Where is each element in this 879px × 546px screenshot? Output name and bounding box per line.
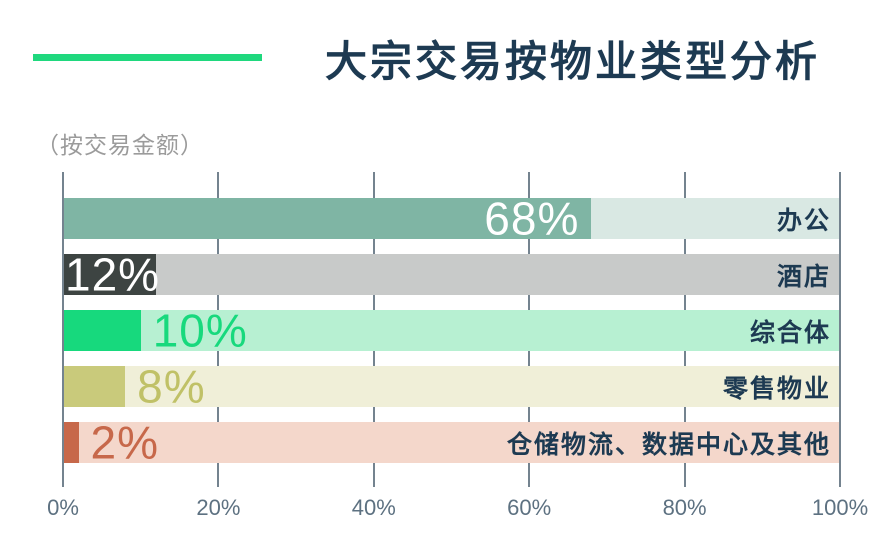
page-title: 大宗交易按物业类型分析 xyxy=(325,38,821,85)
bar-value-label: 12% xyxy=(65,248,161,300)
bar-rows: 68% 办公 12% 酒店 10% 综合体 8% 零售物业 2% 仓储物流、数据… xyxy=(63,192,840,478)
bar-fill xyxy=(63,198,592,239)
bar-fill xyxy=(63,422,79,463)
bar-row: 12% 酒店 xyxy=(63,248,840,300)
x-axis-tick-label: 60% xyxy=(507,495,552,520)
bar-chart: 68% 办公 12% 酒店 10% 综合体 8% 零售物业 2% 仓储物流、数据… xyxy=(47,172,868,520)
bar-fill xyxy=(63,254,157,295)
bar-row: 10% 综合体 xyxy=(63,304,840,356)
bar-fill xyxy=(63,310,141,351)
x-axis-tick-label: 100% xyxy=(811,495,869,520)
bar-value-label: 8% xyxy=(137,360,206,412)
bar-category-label: 仓储物流、数据中心及其他 xyxy=(506,430,831,459)
bar-category-label: 办公 xyxy=(776,206,831,235)
x-axis-tick-label: 80% xyxy=(662,495,707,520)
bar-value-label: 68% xyxy=(484,192,580,244)
x-axis-tick-label: 20% xyxy=(196,495,241,520)
chart-subtitle: （按交易金额） xyxy=(36,132,204,158)
x-axis-tick-label: 0% xyxy=(47,495,79,520)
bar-category-label: 综合体 xyxy=(749,318,831,347)
bar-row: 2% 仓储物流、数据中心及其他 xyxy=(63,416,840,468)
bar-row: 68% 办公 xyxy=(63,192,840,244)
bar-fill xyxy=(63,366,126,407)
bar-value-label: 2% xyxy=(90,416,160,468)
bar-category-label: 酒店 xyxy=(776,262,831,291)
bar-category-label: 零售物业 xyxy=(722,374,831,403)
gridline xyxy=(839,172,841,487)
bar-row: 8% 零售物业 xyxy=(63,360,840,412)
gridline xyxy=(62,172,64,487)
x-axis-tick-label: 40% xyxy=(351,495,396,520)
bar-value-label: 10% xyxy=(152,304,248,356)
title-accent-line xyxy=(33,54,262,61)
